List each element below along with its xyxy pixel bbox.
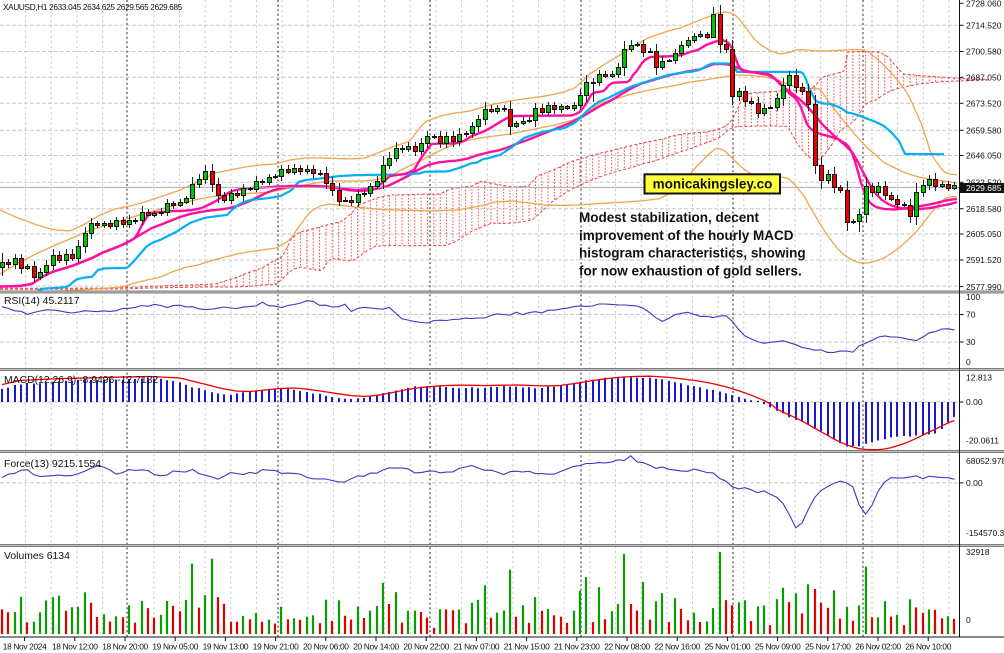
svg-text:-20.0611: -20.0611 [966, 436, 999, 446]
svg-text:19 Nov 21:00: 19 Nov 21:00 [253, 642, 299, 652]
svg-text:-154570.39: -154570.39 [966, 528, 1004, 538]
svg-text:2591.520: 2591.520 [966, 255, 1002, 265]
svg-text:2577.990: 2577.990 [966, 282, 1002, 292]
svg-text:2687.050: 2687.050 [966, 73, 1002, 83]
svg-text:21 Nov 15:00: 21 Nov 15:00 [504, 642, 550, 652]
svg-text:2659.580: 2659.580 [966, 126, 1002, 136]
svg-text:0: 0 [966, 615, 971, 625]
svg-text:25 Nov 09:00: 25 Nov 09:00 [755, 642, 801, 652]
svg-text:2714.520: 2714.520 [966, 21, 1002, 31]
svg-text:100: 100 [966, 292, 980, 302]
svg-text:22 Nov 08:00: 22 Nov 08:00 [604, 642, 650, 652]
svg-text:MACD(12,26,9) -8.9496 -12.7182: MACD(12,26,9) -8.9496 -12.7182 [4, 375, 158, 386]
svg-text:68052.9782: 68052.9782 [966, 456, 1004, 466]
svg-text:Force(13) 9215.1554: Force(13) 9215.1554 [4, 459, 101, 470]
svg-text:Modest stabilization, decent: Modest stabilization, decent [579, 210, 760, 225]
svg-text:RSI(14) 45.2117: RSI(14) 45.2117 [4, 296, 80, 307]
svg-text:histogram characteristics, sho: histogram characteristics, showing [579, 246, 806, 261]
svg-text:improvement of the hourly MACD: improvement of the hourly MACD [579, 228, 794, 243]
svg-text:0.00: 0.00 [966, 478, 983, 488]
svg-text:18 Nov 2024: 18 Nov 2024 [3, 642, 47, 652]
svg-text:20 Nov 14:00: 20 Nov 14:00 [353, 642, 399, 652]
svg-text:30: 30 [966, 337, 976, 347]
svg-text:20 Nov 22:00: 20 Nov 22:00 [403, 642, 449, 652]
svg-text:XAUUSD,H1 2633.045 2634.625 2: XAUUSD,H1 2633.045 2634.625 2629.565 262… [3, 3, 183, 12]
svg-text:26 Nov 02:00: 26 Nov 02:00 [855, 642, 901, 652]
svg-text:70: 70 [966, 310, 976, 320]
svg-text:12.813: 12.813 [966, 373, 992, 383]
svg-text:25 Nov 01:00: 25 Nov 01:00 [705, 642, 751, 652]
svg-text:Volumes 6134: Volumes 6134 [4, 551, 70, 562]
svg-text:2629.685: 2629.685 [966, 183, 1002, 193]
svg-text:22 Nov 16:00: 22 Nov 16:00 [654, 642, 700, 652]
svg-text:0: 0 [966, 357, 971, 367]
svg-text:25 Nov 17:00: 25 Nov 17:00 [805, 642, 851, 652]
svg-text:2646.050: 2646.050 [966, 151, 1002, 161]
svg-text:21 Nov 23:00: 21 Nov 23:00 [554, 642, 600, 652]
svg-text:2632.520: 2632.520 [966, 178, 1002, 188]
svg-text:26 Nov 10:00: 26 Nov 10:00 [905, 642, 951, 652]
svg-text:2673.520: 2673.520 [966, 99, 1002, 109]
svg-text:21 Nov 07:00: 21 Nov 07:00 [454, 642, 500, 652]
svg-text:2605.050: 2605.050 [966, 229, 1002, 239]
svg-text:2618.580: 2618.580 [966, 204, 1002, 214]
svg-text:2728.060: 2728.060 [966, 0, 1002, 9]
svg-text:monicakingsley.co: monicakingsley.co [653, 177, 773, 192]
svg-text:19 Nov 13:00: 19 Nov 13:00 [203, 642, 249, 652]
svg-text:32918: 32918 [966, 547, 990, 557]
svg-text:18 Nov 12:00: 18 Nov 12:00 [52, 642, 98, 652]
svg-text:0.00: 0.00 [966, 397, 983, 407]
svg-text:19 Nov 05:00: 19 Nov 05:00 [152, 642, 198, 652]
svg-text:2700.580: 2700.580 [966, 47, 1002, 57]
svg-text:20 Nov 06:00: 20 Nov 06:00 [303, 642, 349, 652]
svg-text:for now exhaustion of gold sel: for now exhaustion of gold sellers. [579, 263, 802, 278]
svg-text:18 Nov 20:00: 18 Nov 20:00 [102, 642, 148, 652]
